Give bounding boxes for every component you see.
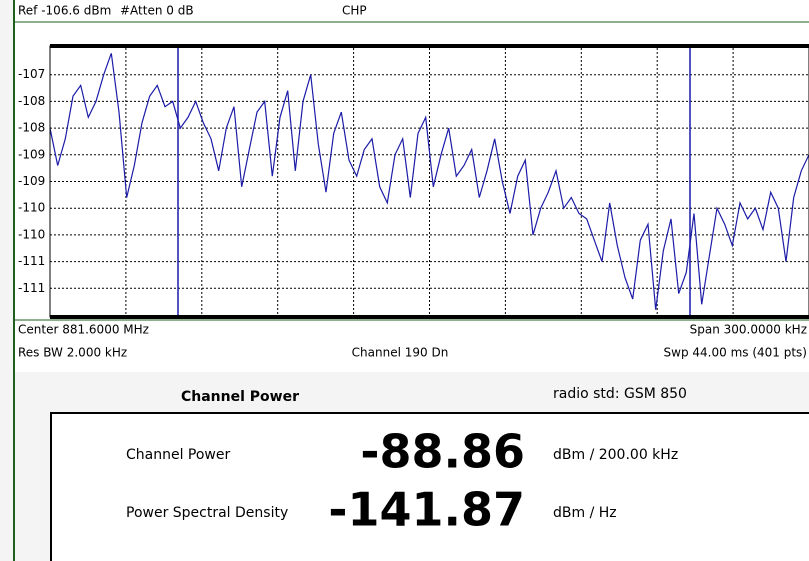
span: Span 300.0000 kHz <box>690 323 807 337</box>
y-tick-label: -108 <box>18 94 45 108</box>
y-tick-label: -107 <box>18 67 45 81</box>
row-unit: dBm / Hz <box>553 505 617 521</box>
trace <box>49 53 809 310</box>
y-tick-label: -109 <box>18 174 45 188</box>
y-tick-label: -109 <box>18 147 45 161</box>
radio-std: radio std: GSM 850 <box>553 386 687 402</box>
mode: CHP <box>342 4 367 18</box>
sweep: Swp 44.00 ms (401 pts) <box>664 346 807 360</box>
row-unit: dBm / 200.00 kHz <box>553 447 678 463</box>
y-tick-label: -111 <box>18 254 45 268</box>
row-value: -88.86 <box>360 425 525 479</box>
row-label: Power Spectral Density <box>126 505 288 521</box>
results-title: Channel Power <box>181 389 299 405</box>
res-bw: Res BW 2.000 kHz <box>18 346 127 360</box>
center-frequency: Center 881.6000 MHz <box>18 323 149 337</box>
y-tick-label: -110 <box>18 227 45 241</box>
channel: Channel 190 Dn <box>352 346 449 360</box>
row-value: -141.87 <box>328 483 525 537</box>
reference-level: Ref -106.6 dBm <box>18 4 111 18</box>
row-label: Channel Power <box>126 447 230 463</box>
y-tick-label: -111 <box>18 281 45 295</box>
y-tick-label: -110 <box>18 201 45 215</box>
attenuation: #Atten 0 dB <box>120 4 194 18</box>
results-box <box>50 412 809 561</box>
y-tick-label: -108 <box>18 121 45 135</box>
